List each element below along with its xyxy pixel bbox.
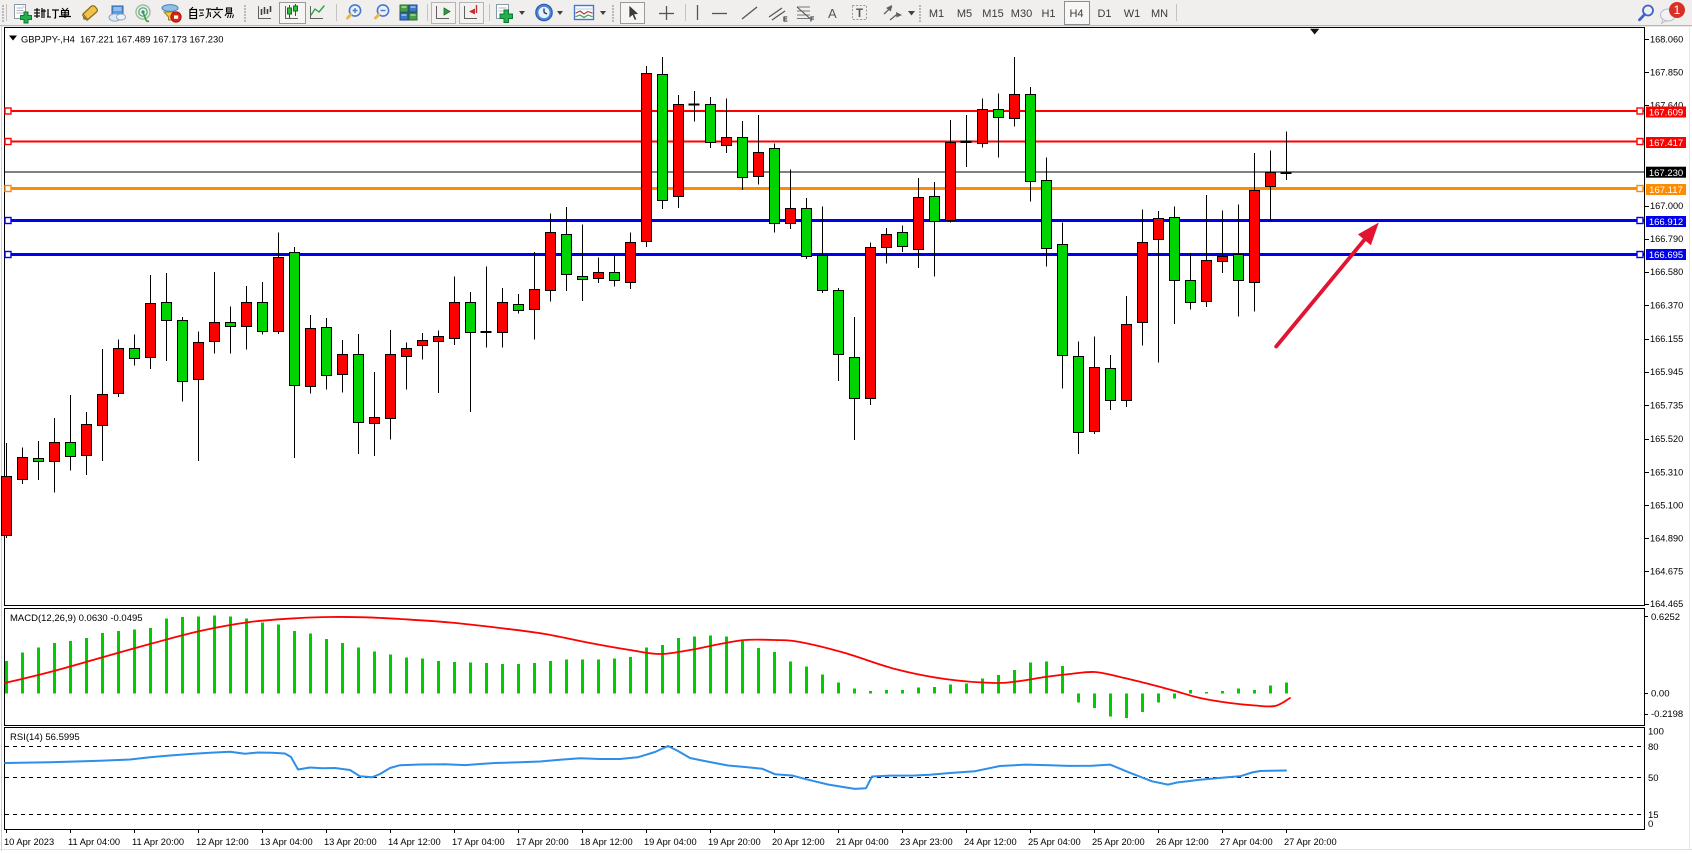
svg-text:166.370: 166.370	[1650, 300, 1683, 310]
svg-text:50: 50	[1648, 773, 1659, 784]
svg-text:0.6252: 0.6252	[1651, 612, 1680, 623]
svg-text:23 Apr 23:00: 23 Apr 23:00	[900, 837, 953, 847]
svg-text:166.155: 166.155	[1650, 334, 1683, 344]
svg-text:M5: M5	[957, 8, 972, 20]
svg-text:25 Apr 04:00: 25 Apr 04:00	[1028, 837, 1081, 847]
svg-text:19 Apr 20:00: 19 Apr 20:00	[708, 837, 761, 847]
svg-text:165.945: 165.945	[1650, 367, 1683, 377]
svg-text:0.00: 0.00	[1651, 689, 1670, 700]
svg-text:21 Apr 04:00: 21 Apr 04:00	[836, 837, 889, 847]
svg-text:165.100: 165.100	[1650, 500, 1683, 510]
svg-text:D1: D1	[1097, 8, 1111, 20]
svg-text:167.850: 167.850	[1650, 67, 1683, 77]
svg-text:165.735: 165.735	[1650, 400, 1683, 410]
svg-text:26 Apr 12:00: 26 Apr 12:00	[1156, 837, 1209, 847]
svg-text:M1: M1	[929, 8, 944, 20]
svg-text:80: 80	[1648, 742, 1659, 753]
svg-text:14 Apr 12:00: 14 Apr 12:00	[388, 837, 441, 847]
svg-text:24 Apr 12:00: 24 Apr 12:00	[964, 837, 1017, 847]
svg-text:165.310: 165.310	[1650, 467, 1683, 477]
svg-text:15: 15	[1648, 810, 1659, 821]
svg-text:17 Apr 20:00: 17 Apr 20:00	[516, 837, 569, 847]
svg-text:18 Apr 12:00: 18 Apr 12:00	[580, 837, 633, 847]
svg-text:19 Apr 04:00: 19 Apr 04:00	[644, 837, 697, 847]
svg-text:167.000: 167.000	[1650, 201, 1683, 211]
svg-text:100: 100	[1648, 726, 1664, 737]
svg-text:167.417: 167.417	[1649, 138, 1683, 149]
svg-text:GBPJPY-,H4 167.221 167.489 16: GBPJPY-,H4 167.221 167.489 167.173 167.2…	[21, 34, 223, 45]
svg-text:166.580: 166.580	[1650, 267, 1683, 277]
svg-text:MACD(12,26,9) 0.0630 -0.0495: MACD(12,26,9) 0.0630 -0.0495	[10, 613, 143, 624]
svg-text:H1: H1	[1041, 8, 1055, 20]
svg-text:13 Apr 20:00: 13 Apr 20:00	[324, 837, 377, 847]
svg-text:-0.2198: -0.2198	[1651, 709, 1683, 720]
svg-text:M30: M30	[1011, 8, 1032, 20]
svg-text:11 Apr 20:00: 11 Apr 20:00	[132, 837, 184, 847]
svg-text:12 Apr 12:00: 12 Apr 12:00	[196, 837, 249, 847]
svg-text:166.912: 166.912	[1649, 217, 1683, 228]
svg-text:0: 0	[1648, 819, 1653, 830]
svg-text:20 Apr 12:00: 20 Apr 12:00	[772, 837, 825, 847]
svg-text:164.890: 164.890	[1650, 533, 1683, 543]
svg-text:27 Apr 04:00: 27 Apr 04:00	[1220, 837, 1273, 847]
svg-text:167.117: 167.117	[1649, 185, 1683, 196]
svg-text:25 Apr 20:00: 25 Apr 20:00	[1092, 837, 1145, 847]
svg-text:27 Apr 20:00: 27 Apr 20:00	[1284, 837, 1337, 847]
svg-text:165.520: 165.520	[1650, 434, 1683, 444]
svg-text:17 Apr 04:00: 17 Apr 04:00	[452, 837, 505, 847]
svg-text:13 Apr 04:00: 13 Apr 04:00	[260, 837, 313, 847]
svg-text:168.060: 168.060	[1650, 34, 1683, 44]
svg-text:164.465: 164.465	[1650, 599, 1683, 609]
svg-text:1: 1	[1674, 3, 1681, 17]
svg-text:E: E	[783, 17, 788, 24]
svg-text:F: F	[810, 17, 815, 24]
svg-text:166.695: 166.695	[1649, 250, 1683, 261]
svg-text:164.675: 164.675	[1650, 566, 1683, 576]
svg-text:10 Apr 2023: 10 Apr 2023	[4, 837, 54, 847]
svg-text:RSI(14) 56.5995: RSI(14) 56.5995	[10, 732, 80, 743]
svg-text:167.230: 167.230	[1649, 168, 1683, 179]
svg-text:167.609: 167.609	[1649, 108, 1683, 119]
svg-text:H4: H4	[1069, 8, 1083, 20]
svg-text:W1: W1	[1124, 8, 1141, 20]
svg-text:166.790: 166.790	[1650, 234, 1683, 244]
svg-text:MN: MN	[1151, 8, 1168, 20]
svg-text:A: A	[828, 6, 837, 21]
svg-text:M15: M15	[982, 8, 1003, 20]
svg-text:T: T	[856, 8, 863, 20]
svg-text:167.640: 167.640	[1650, 100, 1683, 110]
svg-text:11 Apr 04:00: 11 Apr 04:00	[68, 837, 120, 847]
